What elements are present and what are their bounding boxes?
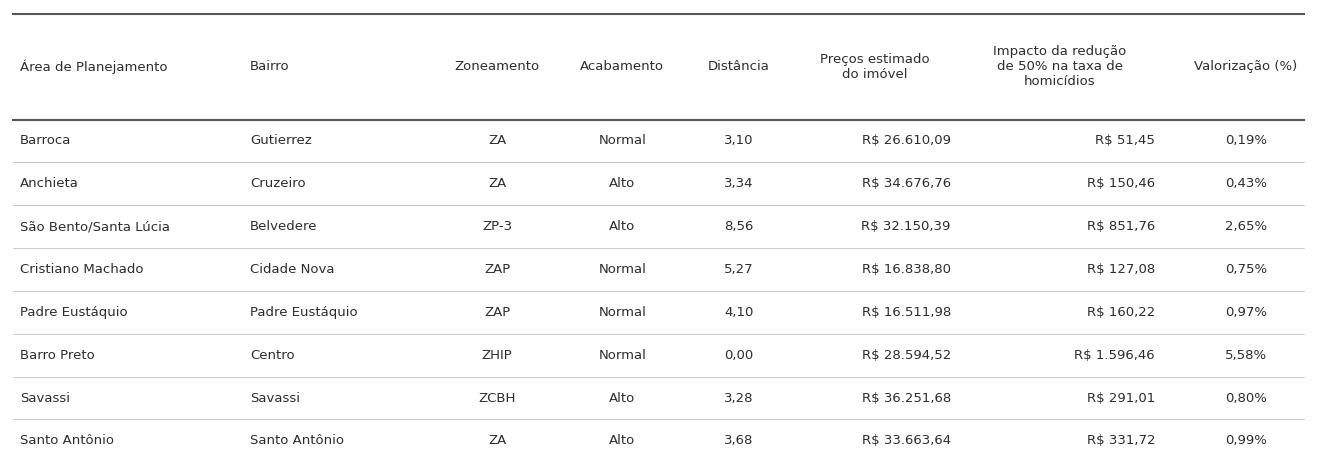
Text: Santo Antônio: Santo Antônio	[250, 434, 344, 447]
Text: Normal: Normal	[598, 263, 647, 276]
Text: ZA: ZA	[489, 134, 506, 147]
Text: R$ 1.596,46: R$ 1.596,46	[1075, 349, 1155, 362]
Text: Belvedere: Belvedere	[250, 220, 317, 233]
Text: Savassi: Savassi	[20, 391, 70, 405]
Text: ZAP: ZAP	[485, 306, 510, 319]
Text: Santo Antônio: Santo Antônio	[20, 434, 113, 447]
Text: Alto: Alto	[610, 220, 635, 233]
Text: R$ 33.663,64: R$ 33.663,64	[861, 434, 951, 447]
Text: 2,65%: 2,65%	[1225, 220, 1267, 233]
Text: Alto: Alto	[610, 177, 635, 190]
Text: 3,34: 3,34	[724, 177, 753, 190]
Text: Normal: Normal	[598, 134, 647, 147]
Text: 0,97%: 0,97%	[1225, 306, 1267, 319]
Text: Acabamento: Acabamento	[581, 60, 664, 73]
Text: Cidade Nova: Cidade Nova	[250, 263, 335, 276]
Text: R$ 127,08: R$ 127,08	[1087, 263, 1155, 276]
Text: ZA: ZA	[489, 177, 506, 190]
Text: 0,19%: 0,19%	[1225, 134, 1267, 147]
Text: Savassi: Savassi	[250, 391, 300, 405]
Text: R$ 34.676,76: R$ 34.676,76	[861, 177, 951, 190]
Text: 0,75%: 0,75%	[1225, 263, 1267, 276]
Text: 0,00: 0,00	[724, 349, 753, 362]
Text: Zoneamento: Zoneamento	[454, 60, 540, 73]
Text: R$ 160,22: R$ 160,22	[1087, 306, 1155, 319]
Text: R$ 851,76: R$ 851,76	[1087, 220, 1155, 233]
Text: Centro: Centro	[250, 349, 295, 362]
Text: R$ 150,46: R$ 150,46	[1087, 177, 1155, 190]
Text: Área de Planejamento: Área de Planejamento	[20, 59, 167, 74]
Text: Cristiano Machado: Cristiano Machado	[20, 263, 144, 276]
Text: Cruzeiro: Cruzeiro	[250, 177, 306, 190]
Text: Normal: Normal	[598, 306, 647, 319]
Text: R$ 291,01: R$ 291,01	[1087, 391, 1155, 405]
Text: Normal: Normal	[598, 349, 647, 362]
Text: Distância: Distância	[709, 60, 769, 73]
Text: Preços estimado
do imóvel: Preços estimado do imóvel	[820, 52, 930, 81]
Text: R$ 16.838,80: R$ 16.838,80	[861, 263, 951, 276]
Text: 4,10: 4,10	[724, 306, 753, 319]
Text: 5,58%: 5,58%	[1225, 349, 1267, 362]
Text: ZA: ZA	[489, 434, 506, 447]
Text: 0,80%: 0,80%	[1225, 391, 1267, 405]
Text: Alto: Alto	[610, 391, 635, 405]
Text: R$ 28.594,52: R$ 28.594,52	[861, 349, 951, 362]
Text: Anchieta: Anchieta	[20, 177, 79, 190]
Text: ZCBH: ZCBH	[478, 391, 516, 405]
Text: 8,56: 8,56	[724, 220, 753, 233]
Text: Padre Eustáquio: Padre Eustáquio	[20, 306, 128, 319]
Text: Bairro: Bairro	[250, 60, 290, 73]
Text: Barroca: Barroca	[20, 134, 71, 147]
Text: 0,43%: 0,43%	[1225, 177, 1267, 190]
Text: R$ 51,45: R$ 51,45	[1096, 134, 1155, 147]
Text: 0,99%: 0,99%	[1225, 434, 1267, 447]
Text: R$ 26.610,09: R$ 26.610,09	[861, 134, 951, 147]
Text: R$ 331,72: R$ 331,72	[1087, 434, 1155, 447]
Text: Alto: Alto	[610, 434, 635, 447]
Text: Barro Preto: Barro Preto	[20, 349, 95, 362]
Text: Impacto da redução
de 50% na taxa de
homicídios: Impacto da redução de 50% na taxa de hom…	[993, 45, 1126, 88]
Text: 5,27: 5,27	[724, 263, 753, 276]
Text: Padre Eustáquio: Padre Eustáquio	[250, 306, 358, 319]
Text: Gutierrez: Gutierrez	[250, 134, 312, 147]
Text: R$ 36.251,68: R$ 36.251,68	[861, 391, 951, 405]
Text: Valorização (%): Valorização (%)	[1195, 60, 1297, 73]
Text: ZHIP: ZHIP	[482, 349, 512, 362]
Text: 3,28: 3,28	[724, 391, 753, 405]
Text: 3,10: 3,10	[724, 134, 753, 147]
Text: ZP-3: ZP-3	[482, 220, 512, 233]
Text: São Bento/Santa Lúcia: São Bento/Santa Lúcia	[20, 220, 170, 233]
Text: ZAP: ZAP	[485, 263, 510, 276]
Text: 3,68: 3,68	[724, 434, 753, 447]
Text: R$ 16.511,98: R$ 16.511,98	[861, 306, 951, 319]
Text: R$ 32.150,39: R$ 32.150,39	[861, 220, 951, 233]
